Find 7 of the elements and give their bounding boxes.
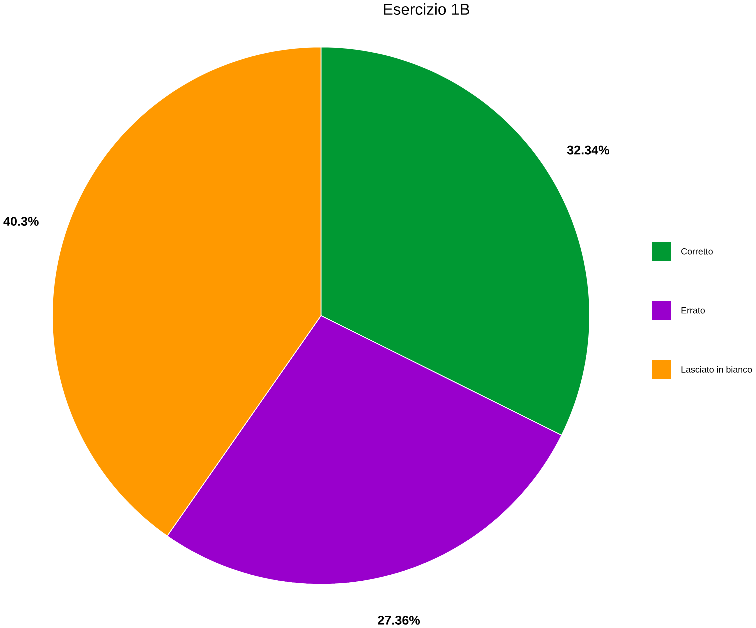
chart-title: Esercizio 1B bbox=[384, 3, 470, 15]
legend-label: Errato bbox=[682, 307, 706, 314]
legend-label: Corretto bbox=[682, 248, 713, 255]
legend-label: Lasciato in bianco bbox=[682, 366, 752, 373]
data-label: 32.34% bbox=[567, 146, 610, 155]
data-label: 27.36% bbox=[378, 616, 420, 625]
data-label: 40.3% bbox=[4, 216, 39, 226]
